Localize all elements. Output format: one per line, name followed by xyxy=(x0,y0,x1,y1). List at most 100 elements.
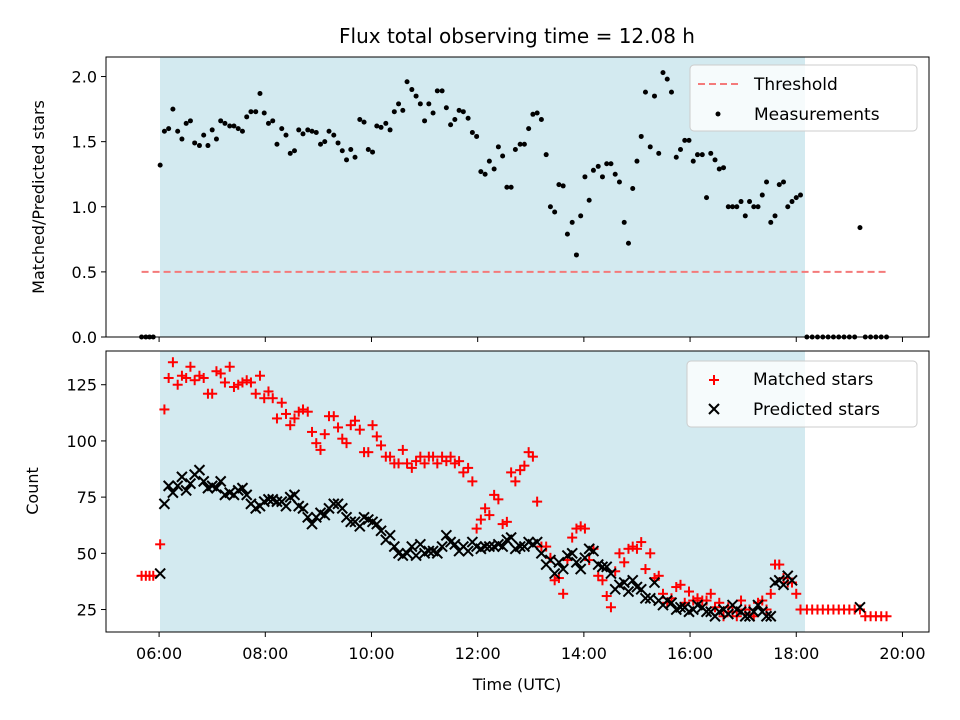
predicted-star-marker xyxy=(280,500,292,512)
matched-star-marker xyxy=(363,447,374,458)
matched-star-marker xyxy=(328,411,339,422)
measurement-point xyxy=(213,136,219,142)
x-tick-label: 20:00 xyxy=(879,644,925,663)
predicted-star-marker xyxy=(158,498,171,510)
predicted-star-marker xyxy=(162,480,175,492)
matched-star-marker xyxy=(463,462,474,473)
predicted-star-marker xyxy=(739,610,751,622)
measurement-point xyxy=(318,141,324,147)
measurement-point xyxy=(552,209,558,215)
measurement-point xyxy=(265,120,271,126)
measurement-point xyxy=(630,186,636,192)
measurement-point xyxy=(161,128,167,134)
matched-star-marker xyxy=(415,451,426,462)
measurement-point xyxy=(227,123,233,129)
measurement-point xyxy=(400,107,406,113)
matched-star-marker xyxy=(406,462,417,473)
measurement-point xyxy=(374,123,380,129)
measurement-point xyxy=(465,115,471,121)
predicted-star-marker xyxy=(622,585,635,598)
measurement-point xyxy=(300,131,306,137)
count-panel: 25 50 75 100 125 06:00 08:00 10:00 12:00 14:00 16… xyxy=(23,350,930,694)
measurement-point xyxy=(270,118,276,124)
measurement-point xyxy=(690,158,696,164)
matched-star-marker xyxy=(765,588,776,599)
matched-star-marker xyxy=(692,593,703,604)
matched-star-marker xyxy=(475,514,486,525)
measurement-point xyxy=(179,136,185,142)
measurement-point xyxy=(192,140,198,146)
matched-star-marker xyxy=(285,420,296,431)
measurement-point xyxy=(578,213,584,219)
predicted-star-marker xyxy=(440,529,453,542)
matched-star-marker xyxy=(315,444,326,455)
matched-star-marker xyxy=(454,456,465,467)
measurement-point xyxy=(387,127,393,133)
predicted-star-marker xyxy=(700,606,713,618)
matched-star-marker xyxy=(167,357,178,368)
measurement-point xyxy=(621,219,627,225)
matched-star-marker xyxy=(250,388,261,399)
matched-star-marker xyxy=(207,388,218,399)
predicted-star-marker xyxy=(600,561,613,573)
matched-star-marker xyxy=(289,413,300,424)
x-tick-label: 14:00 xyxy=(561,644,607,663)
measurement-point xyxy=(651,93,657,99)
matched-star-marker xyxy=(397,444,408,455)
predicted-star-marker xyxy=(639,592,652,604)
ratio-legend: Threshold Measurements xyxy=(689,64,918,132)
measurement-point xyxy=(569,219,575,225)
matched-star-marker xyxy=(224,361,235,372)
measurement-point xyxy=(534,110,540,116)
measurement-point xyxy=(616,179,622,185)
ratio-y-tick-label: 0.0 xyxy=(72,328,97,347)
matched-star-marker xyxy=(333,422,344,433)
count-y-tick-label: 100 xyxy=(66,432,97,451)
measurement-point xyxy=(439,88,445,94)
matched-star-marker xyxy=(254,370,265,381)
predicted-star-marker xyxy=(414,538,427,551)
predicted-star-marker xyxy=(644,592,656,604)
measurement-point xyxy=(530,111,536,117)
measurement-point xyxy=(426,101,432,107)
measurement-point xyxy=(205,143,211,149)
matched-star-marker xyxy=(501,516,512,527)
predicted-star-marker xyxy=(570,556,583,569)
measurement-point xyxy=(734,204,740,210)
predicted-star-marker xyxy=(566,547,578,560)
predicted-star-marker xyxy=(240,489,253,501)
matched-star-marker xyxy=(705,588,716,599)
matched-star-marker xyxy=(276,397,287,408)
measurement-point xyxy=(344,157,350,163)
measurement-point xyxy=(798,192,804,198)
measurement-point xyxy=(391,109,397,115)
ratio-panel: 0.00.51.01.52.0 Matched/Predicted stars … xyxy=(29,56,930,347)
measurement-point xyxy=(378,124,384,130)
measurement-point xyxy=(625,240,631,246)
measurement-point xyxy=(175,128,181,134)
matched-star-marker xyxy=(354,424,365,435)
measurement-point xyxy=(656,150,662,156)
count-y-tick-label: 25 xyxy=(77,601,97,620)
predicted-star-marker xyxy=(154,567,166,580)
measurement-point xyxy=(704,195,710,201)
matched-star-marker xyxy=(181,372,192,383)
measurement-point xyxy=(738,199,744,205)
measurement-point xyxy=(157,162,163,168)
predicted-star-marker xyxy=(306,518,318,530)
predicted-star-marker xyxy=(171,480,184,492)
predicted-star-marker xyxy=(423,545,435,557)
matched-star-marker xyxy=(350,415,361,426)
predicted-star-marker xyxy=(765,610,777,622)
predicted-star-marker xyxy=(431,547,444,560)
matched-star-marker xyxy=(558,588,569,599)
predicted-star-marker xyxy=(854,601,866,613)
measurement-point xyxy=(543,152,549,158)
matched-star-marker xyxy=(619,557,630,568)
matched-star-marker xyxy=(567,532,578,543)
measurement-point xyxy=(291,148,297,154)
matched-star-marker xyxy=(519,460,530,471)
measurement-point xyxy=(699,152,705,158)
measurement-point xyxy=(370,149,376,155)
measurement-point xyxy=(599,174,605,180)
